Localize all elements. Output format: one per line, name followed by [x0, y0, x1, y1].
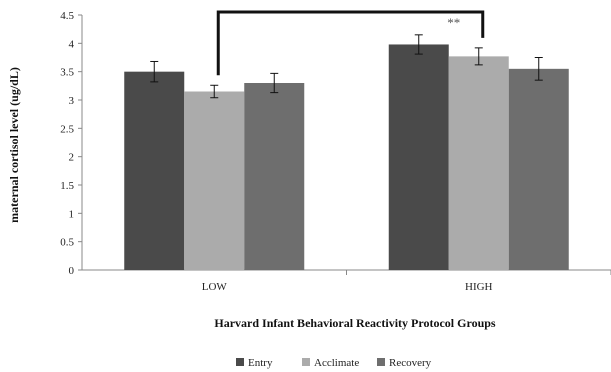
significance-line [216, 10, 485, 76]
significance-bracket: ** [216, 10, 485, 76]
x-axis: LOW HIGH [82, 269, 611, 293]
bar-entry-low [124, 71, 185, 271]
x-tick-label: HIGH [465, 281, 493, 293]
y-tick-label: 3.5 [60, 67, 74, 79]
y-tick-label: 2 [69, 152, 75, 164]
y-tick-label: 2.5 [60, 123, 74, 135]
bar-acclimate-high [448, 56, 509, 270]
x-axis-title: Harvard Infant Behavioral Reactivity Pro… [214, 316, 496, 330]
y-tick-label: 0.5 [60, 237, 74, 249]
y-tick-label: 1.5 [60, 180, 74, 192]
legend-label-acclimate: Acclimate [314, 357, 359, 369]
legend-swatch-acclimate [302, 358, 310, 366]
legend-swatch-entry [236, 358, 244, 366]
bar-recovery-low [244, 83, 305, 270]
y-tick-label: 0 [69, 265, 75, 277]
y-axis: 0 0.5 1 1.5 2 2.5 3 3.5 4 4.5 [60, 10, 83, 277]
x-tick-label: LOW [202, 281, 228, 293]
bar-acclimate-low [184, 91, 245, 270]
error-bars [150, 34, 543, 99]
y-tick-label: 4.5 [60, 10, 74, 22]
legend-swatch-recovery [377, 358, 385, 366]
y-tick-label: 3 [69, 95, 75, 107]
legend-label-entry: Entry [248, 357, 273, 369]
y-tick-label: 4 [69, 38, 75, 50]
significance-label: ** [447, 15, 460, 30]
y-axis-title: maternal cortisol level (ug/dL) [7, 67, 21, 223]
bars [124, 44, 569, 271]
legend: Entry Acclimate Recovery [236, 357, 432, 369]
y-tick-label: 1 [69, 208, 75, 220]
legend-label-recovery: Recovery [389, 357, 432, 369]
bar-recovery-high [508, 68, 569, 270]
bar-entry-high [388, 44, 449, 270]
